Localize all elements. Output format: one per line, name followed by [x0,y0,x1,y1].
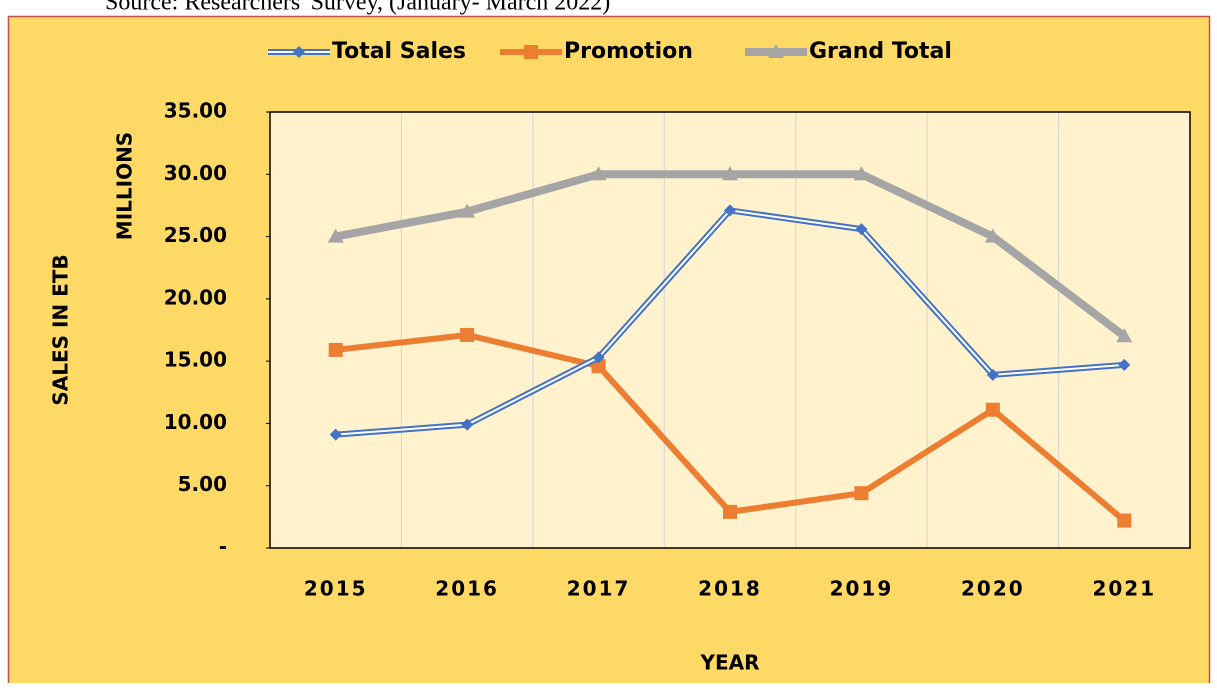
y-tick-label: 35.00 [164,99,227,123]
y-tick-label: - [219,535,227,559]
plot-area [270,112,1190,548]
x-tick-label: 2021 [1092,577,1156,601]
marker [722,166,738,181]
x-axis-title: YEAR [699,651,759,675]
legend-label: Promotion [564,39,693,64]
marker [459,203,476,218]
marker [327,228,344,243]
legend-label: Grand Total [809,39,952,64]
x-tick-label: 2016 [435,577,499,601]
marker [855,223,868,236]
marker [460,327,475,342]
y-tick-label: 5.00 [178,472,227,496]
y-tick-label: 25.00 [164,223,227,247]
x-tick-label: 2017 [567,577,631,601]
y-tick-label: 15.00 [164,348,227,372]
marker [1117,513,1132,528]
marker [853,166,870,181]
marker [986,368,999,381]
legend-marker [293,46,305,58]
marker [985,402,1000,417]
legend-label: Total Sales [332,39,466,64]
marker [592,351,605,364]
y-axis-unit: MILLIONS [113,132,137,240]
x-tick-label: 2015 [304,577,368,601]
marker [1116,328,1133,343]
y-axis-title: SALES IN ETB [49,254,73,405]
marker [724,204,736,217]
marker [984,228,1001,243]
marker [723,504,737,519]
y-tick-label: 30.00 [164,161,227,185]
marker [328,342,343,357]
legend-marker [768,44,784,58]
marker [591,359,606,374]
x-tick-label: 2019 [830,577,894,601]
y-tick-label: 10.00 [164,410,227,434]
marker [1118,358,1131,371]
x-tick-label: 2018 [698,577,762,601]
source-note: Source: Researchers' Survey, (January- M… [105,0,610,16]
marker [329,428,342,441]
y-tick-label: 20.00 [164,285,227,309]
marker [854,486,869,501]
x-tick-label: 2020 [961,577,1025,601]
marker [590,166,607,181]
legend-marker [524,45,538,59]
marker [461,418,474,431]
plot-border [269,111,1191,549]
